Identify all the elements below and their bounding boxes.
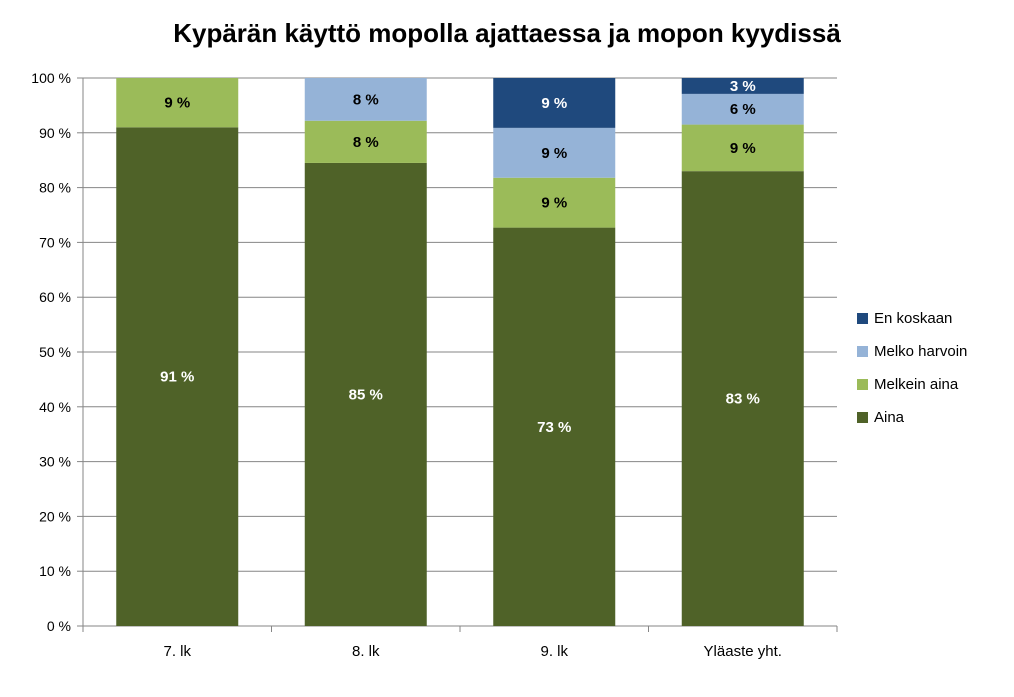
- bar-segment: [493, 177, 616, 228]
- bar-segment: [493, 78, 616, 128]
- data-label: 3 %: [730, 78, 756, 95]
- y-tick-label: 50 %: [39, 344, 71, 360]
- data-label: 83 %: [726, 391, 760, 408]
- data-label: 8 %: [353, 91, 379, 108]
- bar-segment: [493, 127, 616, 178]
- legend-label: Melkein aina: [874, 376, 959, 393]
- x-category-label: 9. lk: [540, 643, 568, 660]
- bar-segment: [116, 78, 239, 128]
- bar-segment: [681, 171, 804, 626]
- data-label: 85 %: [349, 386, 383, 403]
- y-tick-label: 90 %: [39, 125, 71, 141]
- y-tick-label: 20 %: [39, 508, 71, 524]
- bar-segment: [681, 78, 804, 94]
- data-label: 9 %: [541, 145, 567, 162]
- y-tick-label: 40 %: [39, 399, 71, 415]
- y-tick-label: 80 %: [39, 180, 71, 196]
- bar-segment: [304, 162, 427, 626]
- x-category-label: 7. lk: [163, 643, 191, 660]
- y-tick-label: 100 %: [31, 70, 71, 86]
- bar-segment: [304, 78, 427, 121]
- y-tick-label: 70 %: [39, 234, 71, 250]
- data-label: 9 %: [164, 95, 190, 112]
- y-tick-label: 10 %: [39, 563, 71, 579]
- bar-segment: [304, 120, 427, 163]
- bar-segment: [681, 124, 804, 172]
- data-label: 8 %: [353, 134, 379, 151]
- legend-label: En koskaan: [874, 310, 952, 327]
- x-category-label: Yläaste yht.: [704, 643, 782, 660]
- legend-swatch: [857, 412, 868, 423]
- legend-label: Aina: [874, 409, 905, 426]
- legend-swatch: [857, 379, 868, 390]
- bar-segment: [681, 93, 804, 125]
- data-label: 9 %: [541, 95, 567, 112]
- y-tick-label: 30 %: [39, 454, 71, 470]
- data-label: 9 %: [541, 195, 567, 212]
- legend-label: Melko harvoin: [874, 343, 967, 360]
- y-tick-label: 60 %: [39, 289, 71, 305]
- bar-segment: [116, 127, 239, 626]
- x-category-label: 8. lk: [352, 643, 380, 660]
- data-label: 73 %: [537, 419, 571, 436]
- bar-segment: [493, 227, 616, 626]
- legend-swatch: [857, 313, 868, 324]
- y-tick-label: 0 %: [47, 618, 71, 634]
- legend-swatch: [857, 346, 868, 357]
- data-label: 91 %: [160, 369, 194, 386]
- chart-title: Kypärän käyttö mopolla ajattaessa ja mop…: [173, 18, 841, 48]
- data-label: 9 %: [730, 140, 756, 157]
- data-label: 6 %: [730, 101, 756, 118]
